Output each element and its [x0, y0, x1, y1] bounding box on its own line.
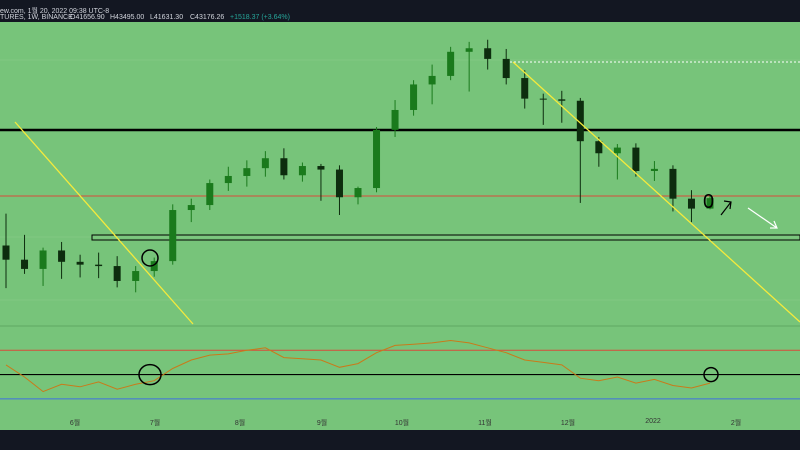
candle-body-22 — [410, 84, 418, 110]
x-tick-label-8: 2월 — [730, 420, 742, 427]
candle-body-3 — [58, 250, 66, 262]
candle-body-0 — [2, 245, 10, 260]
candle-body-17 — [317, 166, 325, 170]
candle-body-34 — [632, 147, 640, 171]
x-tick-label-5: 11월 — [478, 420, 492, 427]
arrow-down-right-icon — [747, 207, 778, 229]
candle-body-5 — [95, 264, 103, 267]
candle-body-8 — [150, 261, 158, 272]
x-tick-label-4: 10월 — [394, 420, 410, 427]
annotation-circle-1 — [141, 249, 159, 267]
candle-body-33 — [613, 147, 621, 154]
candle-body-38 — [706, 198, 714, 209]
candle-body-28 — [521, 78, 529, 99]
candle-body-11 — [206, 183, 214, 206]
price-chart: 0 — [0, 39, 800, 400]
candle-body-7 — [132, 271, 140, 281]
candle-body-36 — [669, 168, 677, 199]
candle-body-6 — [113, 266, 121, 281]
annotation-circle-3 — [703, 366, 719, 383]
candle-body-2 — [39, 250, 47, 269]
support-zone — [91, 234, 800, 241]
candle-body-18 — [335, 169, 343, 198]
candle-body-32 — [595, 141, 603, 154]
arrow-up-right-icon — [720, 200, 732, 216]
header-h-value: H43495.00 — [110, 14, 145, 21]
trendline-2 — [512, 61, 800, 323]
candle-body-9 — [169, 210, 177, 262]
candle-body-12 — [224, 175, 232, 184]
annotation-circle-2 — [138, 363, 162, 386]
candle-body-27 — [502, 58, 510, 79]
header-l-value: L41631.30 — [150, 14, 184, 21]
candle-body-30 — [558, 99, 566, 101]
candle-body-37 — [687, 198, 695, 209]
header-o-value: O41656.90 — [70, 14, 105, 21]
candle-body-23 — [428, 75, 436, 85]
candle-body-24 — [447, 51, 455, 76]
candle-body-20 — [373, 129, 381, 189]
x-tick-label-6: 12월 — [560, 420, 576, 427]
x-tick-label-1: 7월 — [149, 420, 161, 427]
chart-header: ew.com, 1월 20, 2022 09:38 UTC-8 TURES, 1… — [0, 0, 800, 22]
header-site: ew.com, 1월 20, 2022 09:38 UTC-8 — [0, 8, 110, 15]
candle-body-26 — [484, 48, 492, 59]
candle-body-13 — [243, 168, 251, 176]
x-tick-label-3: 9월 — [316, 420, 328, 427]
candle-body-31 — [576, 100, 584, 142]
candle-body-29 — [539, 98, 547, 100]
candle-body-19 — [354, 188, 362, 198]
candle-body-35 — [650, 168, 658, 171]
x-tick-label-2: 8월 — [234, 420, 246, 427]
candle-body-16 — [298, 166, 306, 176]
candle-body-15 — [280, 158, 288, 176]
x-tick-label-0: 6월 — [69, 420, 81, 427]
x-axis: 6월 7월 8월 9월 10월 11월 12월 2022 2월 — [0, 410, 800, 430]
header-symbol: TURES, 1W, BINANCE — [0, 14, 73, 21]
header-c-value: C43176.26 — [190, 14, 225, 21]
annotation-label: 0 — [703, 191, 714, 213]
rsi-line — [5, 339, 711, 393]
candle-body-4 — [76, 261, 84, 265]
candle-body-10 — [187, 205, 195, 211]
candle-body-21 — [391, 109, 399, 130]
candle-body-25 — [465, 48, 473, 52]
chart-footer — [0, 430, 800, 450]
candle-body-1 — [21, 259, 29, 269]
trendline-1 — [14, 121, 194, 325]
candle-body-14 — [261, 158, 269, 169]
x-tick-label-7: 2022 — [645, 418, 661, 425]
header-change: +1518.37 (+3.64%) — [230, 14, 290, 21]
